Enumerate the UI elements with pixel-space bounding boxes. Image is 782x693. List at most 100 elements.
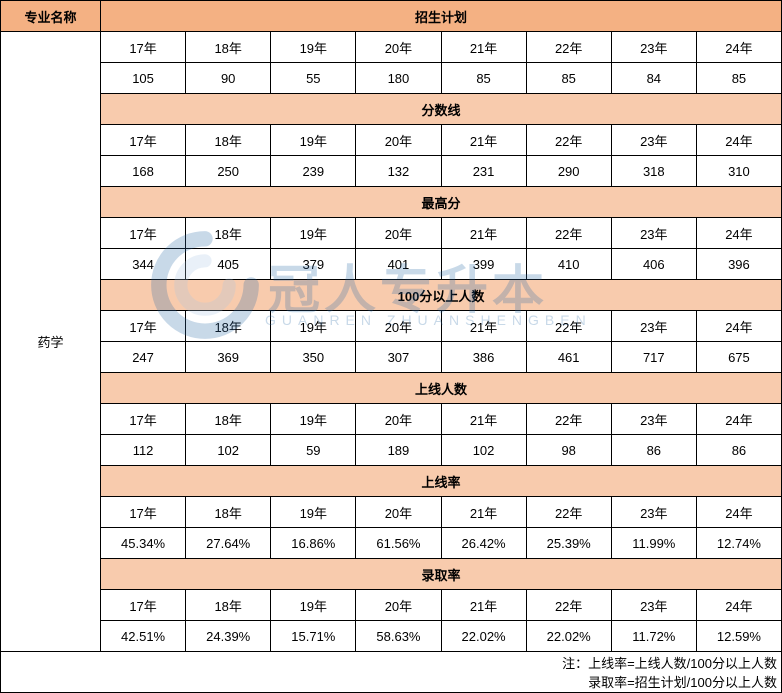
year-cell: 20年 [356,32,441,63]
year-cell: 24年 [696,497,781,528]
value-cell: 86 [696,435,781,466]
year-cell: 17年 [101,311,186,342]
year-cell: 20年 [356,590,441,621]
year-cell: 24年 [696,32,781,63]
major-header: 专业名称 [1,1,101,32]
value-cell: 22.02% [441,621,526,652]
year-cell: 17年 [101,497,186,528]
year-cell: 21年 [441,125,526,156]
value-cell: 59 [271,435,356,466]
year-cell: 21年 [441,590,526,621]
year-cell: 18年 [186,218,271,249]
footnote-line1: 注：上线率=上线人数/100分以上人数 [1,653,777,672]
year-cell: 18年 [186,590,271,621]
value-cell: 180 [356,63,441,94]
year-cell: 24年 [696,590,781,621]
year-cell: 24年 [696,311,781,342]
value-cell: 105 [101,63,186,94]
table-container: 冠人专升本 GUANREN ZHUANSHENGBEN 专业名称 招生计划 药学… [0,0,782,633]
value-cell: 379 [271,249,356,280]
value-cell: 406 [611,249,696,280]
data-table: 专业名称 招生计划 药学 17年 18年 19年 20年 21年 22年 23年… [0,0,782,693]
year-cell: 23年 [611,125,696,156]
value-cell: 86 [611,435,696,466]
value-cell: 11.99% [611,528,696,559]
value-cell: 102 [186,435,271,466]
value-cell: 189 [356,435,441,466]
value-cell: 12.59% [696,621,781,652]
year-cell: 24年 [696,404,781,435]
year-row-0: 药学 17年 18年 19年 20年 21年 22年 23年 24年 [1,32,782,63]
year-cell: 19年 [271,218,356,249]
value-cell: 11.72% [611,621,696,652]
year-cell: 19年 [271,125,356,156]
year-cell: 23年 [611,32,696,63]
value-cell: 350 [271,342,356,373]
value-cell: 405 [186,249,271,280]
year-cell: 23年 [611,404,696,435]
value-row-1: 168250239132231290318310 [1,156,782,187]
year-cell: 22年 [526,32,611,63]
value-cell: 85 [526,63,611,94]
value-cell: 386 [441,342,526,373]
year-cell: 21年 [441,32,526,63]
value-cell: 168 [101,156,186,187]
year-cell: 22年 [526,311,611,342]
value-row-2: 344405379401399410406396 [1,249,782,280]
year-row-6: 17年18年19年20年21年22年23年24年 [1,590,782,621]
value-row-4: 11210259189102988686 [1,435,782,466]
year-cell: 21年 [441,404,526,435]
value-cell: 396 [696,249,781,280]
value-cell: 102 [441,435,526,466]
value-cell: 12.74% [696,528,781,559]
year-cell: 24年 [696,125,781,156]
year-cell: 18年 [186,497,271,528]
value-cell: 15.71% [271,621,356,652]
footnote-cell: 注：上线率=上线人数/100分以上人数 录取率=招生计划/100分以上人数 [1,652,782,693]
value-cell: 369 [186,342,271,373]
header-row: 专业名称 招生计划 [1,1,782,32]
value-cell: 250 [186,156,271,187]
year-cell: 19年 [271,497,356,528]
footnote-line2: 录取率=招生计划/100分以上人数 [1,672,777,691]
section-title-1: 分数线 [101,94,782,125]
section-title-3: 100分以上人数 [101,280,782,311]
value-cell: 344 [101,249,186,280]
year-cell: 20年 [356,311,441,342]
value-cell: 90 [186,63,271,94]
year-cell: 19年 [271,32,356,63]
value-cell: 231 [441,156,526,187]
year-cell: 19年 [271,311,356,342]
year-row-3: 17年18年19年20年21年22年23年24年 [1,311,782,342]
value-cell: 410 [526,249,611,280]
value-cell: 239 [271,156,356,187]
value-cell: 399 [441,249,526,280]
year-cell: 17年 [101,590,186,621]
value-cell: 55 [271,63,356,94]
value-cell: 61.56% [356,528,441,559]
year-cell: 24年 [696,218,781,249]
value-cell: 290 [526,156,611,187]
value-cell: 247 [101,342,186,373]
value-cell: 85 [696,63,781,94]
value-cell: 307 [356,342,441,373]
value-cell: 24.39% [186,621,271,652]
year-cell: 23年 [611,311,696,342]
section-title-6: 录取率 [101,559,782,590]
year-cell: 17年 [101,125,186,156]
year-cell: 18年 [186,32,271,63]
year-row-4: 17年18年19年20年21年22年23年24年 [1,404,782,435]
value-cell: 84 [611,63,696,94]
year-cell: 17年 [101,404,186,435]
year-cell: 18年 [186,311,271,342]
year-cell: 22年 [526,218,611,249]
value-cell: 42.51% [101,621,186,652]
year-cell: 22年 [526,125,611,156]
year-cell: 19年 [271,590,356,621]
value-cell: 26.42% [441,528,526,559]
value-row-5: 45.34%27.64%16.86%61.56%26.42%25.39%11.9… [1,528,782,559]
year-row-1: 17年18年19年20年21年22年23年24年 [1,125,782,156]
section-title-2: 最高分 [101,187,782,218]
year-cell: 20年 [356,218,441,249]
value-cell: 22.02% [526,621,611,652]
